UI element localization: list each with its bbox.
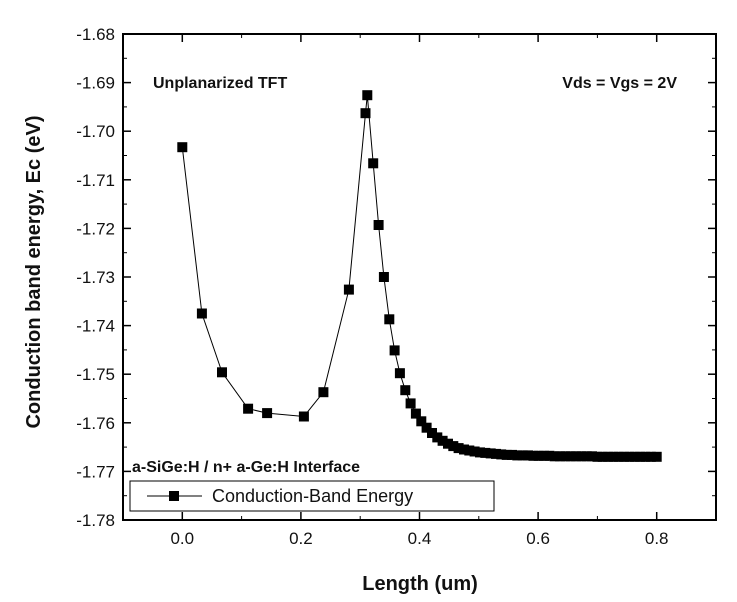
data-point bbox=[298, 411, 309, 422]
data-point bbox=[243, 403, 254, 414]
data-point bbox=[469, 446, 480, 457]
data-point bbox=[571, 451, 582, 462]
data-point bbox=[475, 447, 485, 458]
annotation-bias: Vds = Vgs = 2V bbox=[562, 75, 677, 92]
data-point bbox=[368, 158, 379, 169]
data-point bbox=[533, 450, 544, 461]
data-point bbox=[613, 451, 624, 462]
data-point bbox=[443, 438, 453, 449]
data-point bbox=[480, 447, 491, 458]
data-point bbox=[373, 220, 384, 230]
y-tick-label: -1.77 bbox=[76, 462, 115, 481]
data-point bbox=[555, 451, 565, 462]
data-point bbox=[560, 451, 571, 462]
data-point bbox=[581, 451, 592, 462]
data-point bbox=[587, 451, 598, 462]
data-point bbox=[464, 445, 475, 456]
data-point bbox=[608, 451, 619, 462]
data-point bbox=[544, 450, 555, 461]
data-point bbox=[645, 451, 656, 462]
annotation-interface: a-SiGe:H / n+ a-Ge:H Interface bbox=[132, 459, 360, 476]
legend-label: Conduction-Band Energy bbox=[212, 486, 413, 506]
y-tick-label: -1.75 bbox=[76, 365, 115, 384]
data-point bbox=[501, 449, 512, 460]
data-point bbox=[517, 450, 528, 461]
data-point bbox=[405, 398, 416, 409]
data-point bbox=[262, 408, 273, 419]
data-point bbox=[576, 451, 587, 462]
data-point bbox=[624, 451, 635, 462]
data-point bbox=[523, 450, 533, 461]
data-point bbox=[592, 451, 603, 462]
data-point bbox=[565, 451, 576, 462]
legend-marker bbox=[169, 491, 179, 501]
data-point bbox=[400, 385, 411, 396]
data-point bbox=[640, 451, 651, 462]
data-point bbox=[549, 451, 560, 462]
y-tick-label: -1.69 bbox=[76, 74, 115, 93]
data-point bbox=[603, 451, 614, 462]
y-tick-label: -1.76 bbox=[76, 414, 115, 433]
data-point bbox=[635, 451, 646, 462]
x-tick-label: 0.2 bbox=[289, 529, 313, 548]
data-point bbox=[629, 451, 640, 462]
data-point bbox=[528, 450, 539, 461]
data-point bbox=[491, 448, 501, 459]
data-point bbox=[394, 368, 405, 379]
plot-frame bbox=[122, 33, 717, 521]
data-point bbox=[448, 441, 459, 452]
data-point bbox=[512, 450, 523, 461]
y-tick-label: -1.73 bbox=[76, 268, 115, 287]
y-tick-label: -1.78 bbox=[76, 511, 115, 530]
data-point bbox=[459, 444, 469, 455]
data-point bbox=[318, 387, 329, 398]
y-tick-label: -1.74 bbox=[76, 317, 115, 336]
x-tick-label: 0.8 bbox=[645, 529, 669, 548]
x-tick-label: 0.0 bbox=[170, 529, 194, 548]
annotation-device: Unplanarized TFT bbox=[153, 75, 287, 92]
y-tick-label: -1.70 bbox=[76, 122, 115, 141]
data-point bbox=[619, 451, 630, 462]
series-layer bbox=[177, 90, 662, 462]
data-point bbox=[421, 422, 432, 433]
tick-label-layer: -1.68 -1.69 -1.70 -1.71 -1.72 -1.73 -1.74 -1.75… bbox=[76, 25, 668, 548]
data-point bbox=[496, 449, 507, 460]
data-point bbox=[217, 367, 227, 378]
y-tick-label: -1.68 bbox=[76, 25, 115, 44]
y-tick-label: -1.72 bbox=[76, 219, 115, 238]
data-point bbox=[360, 108, 371, 119]
data-point bbox=[507, 449, 517, 460]
data-point bbox=[437, 435, 448, 446]
data-point bbox=[416, 416, 427, 427]
data-point bbox=[432, 432, 443, 443]
data-point bbox=[453, 443, 464, 454]
data-point bbox=[389, 345, 400, 356]
data-point bbox=[427, 428, 437, 438]
x-axis-title: Length (um) bbox=[362, 573, 478, 595]
legend: Conduction-Band Energy bbox=[129, 480, 495, 512]
data-point bbox=[651, 451, 662, 462]
data-point bbox=[485, 448, 496, 459]
data-point bbox=[410, 408, 421, 419]
data-point bbox=[177, 142, 188, 153]
data-point bbox=[362, 90, 373, 101]
data-point bbox=[539, 450, 549, 461]
data-point bbox=[597, 451, 608, 462]
data-point bbox=[384, 314, 395, 325]
y-tick-label: -1.71 bbox=[76, 171, 115, 190]
data-point bbox=[196, 308, 207, 319]
y-axis-title: Conduction band energy, Ec (eV) bbox=[23, 116, 45, 429]
x-tick-label: 0.6 bbox=[526, 529, 550, 548]
data-point bbox=[343, 284, 354, 295]
x-tick-label: 0.4 bbox=[408, 529, 432, 548]
data-point bbox=[378, 272, 389, 282]
